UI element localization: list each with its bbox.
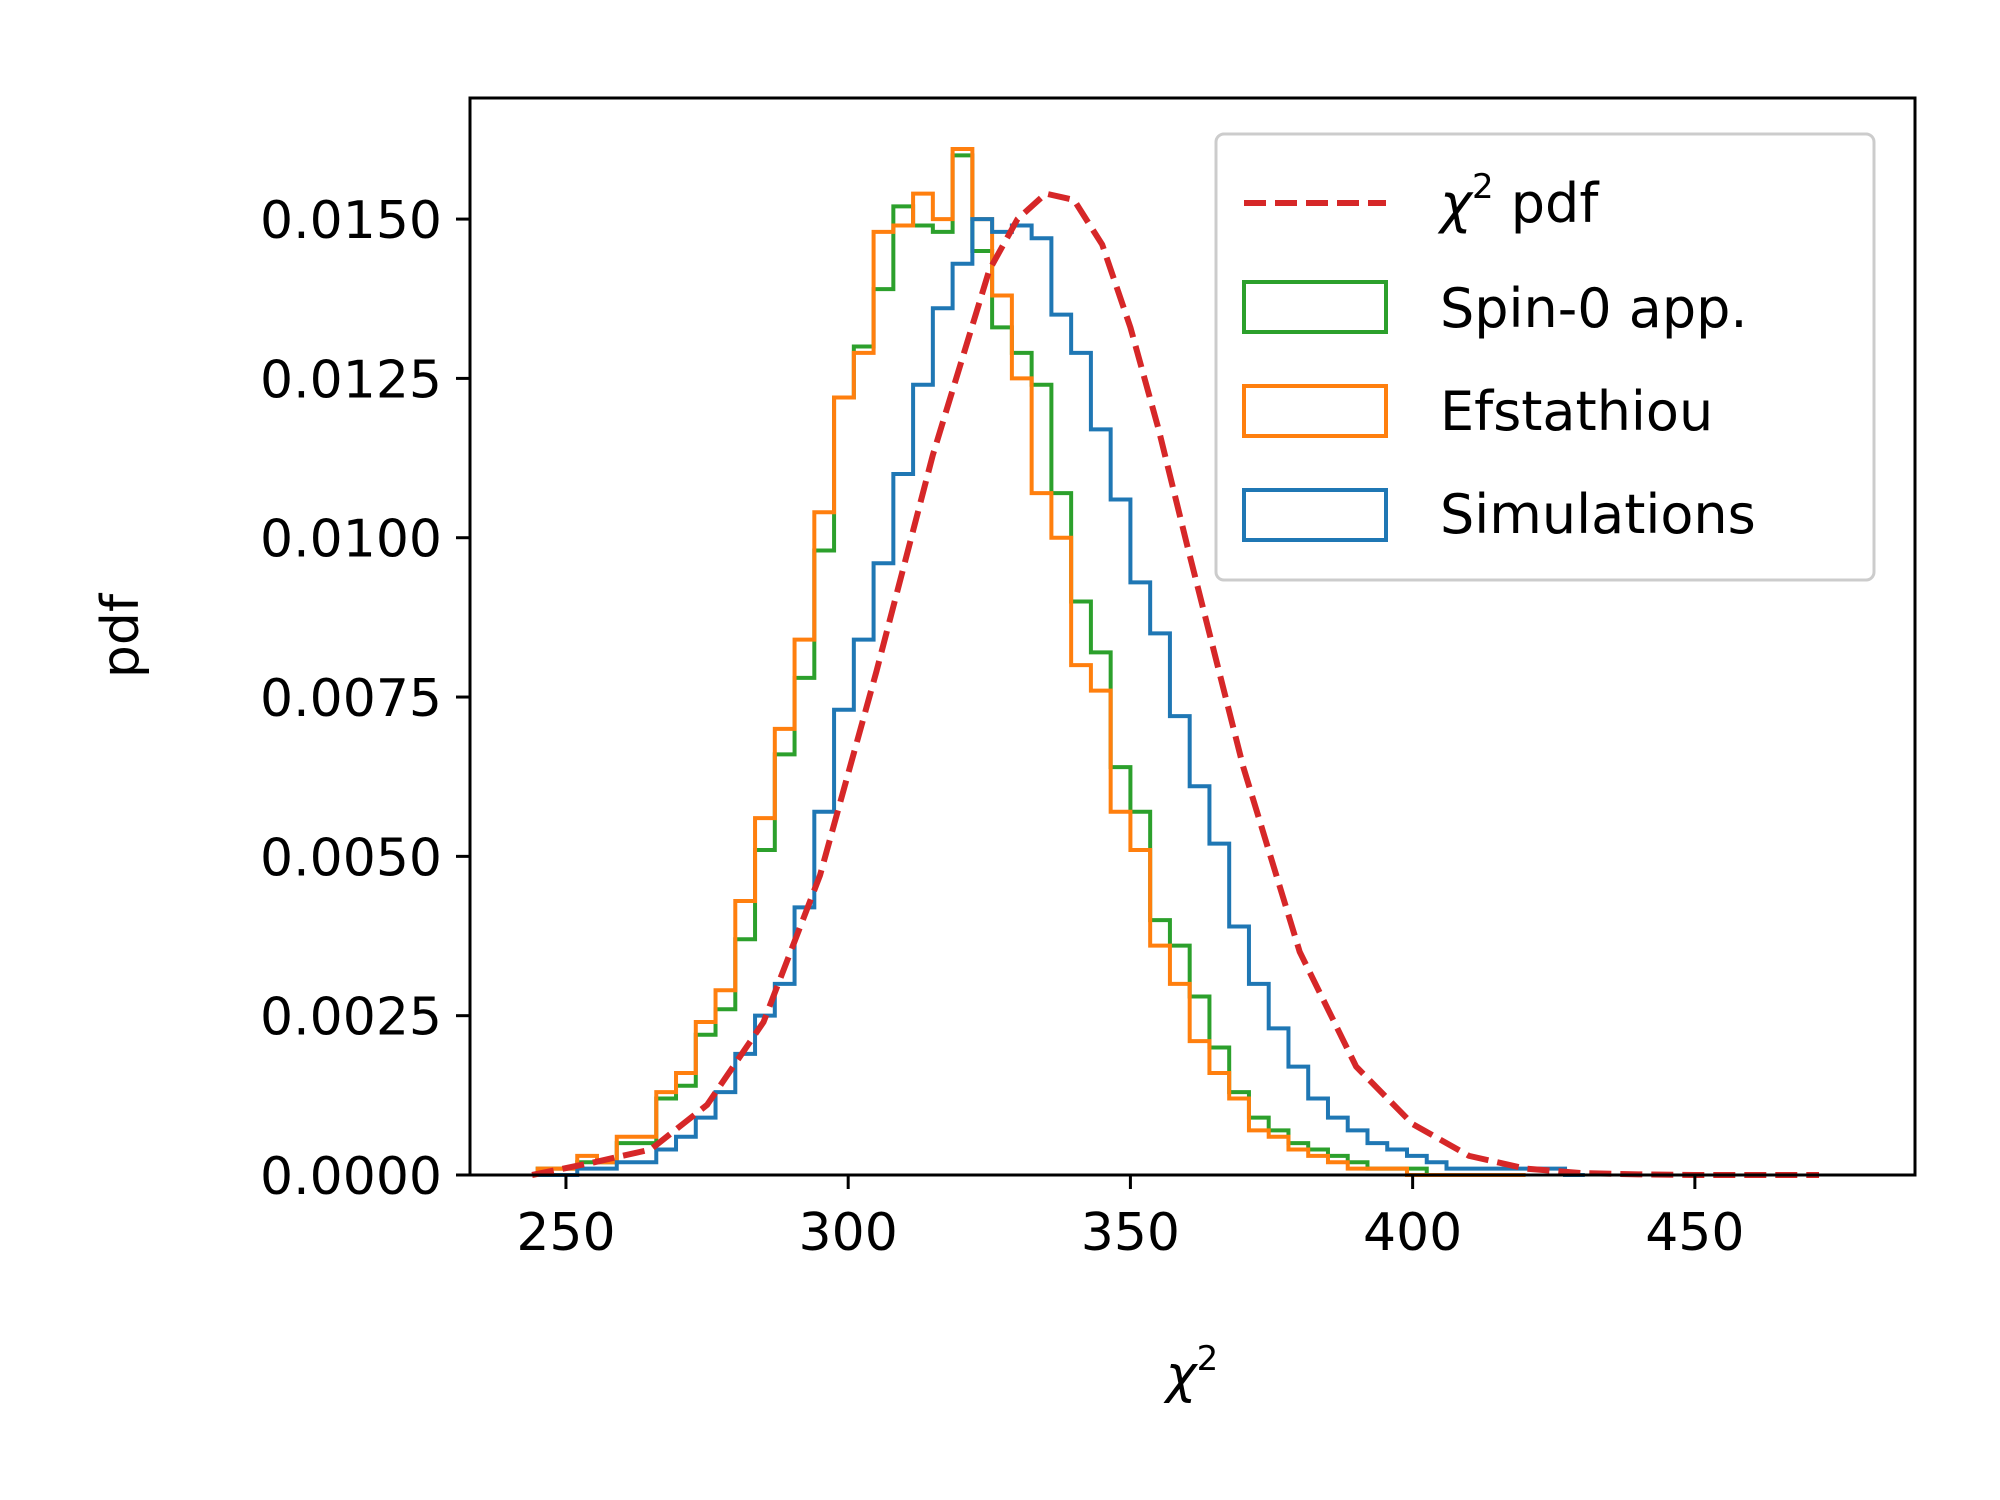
chi2-pdf-curve [531, 190, 1820, 1178]
legend-label-chi2-sup: 2 [1472, 167, 1494, 207]
legend-label-chi2: χ2 pdf [1437, 167, 1600, 235]
y-axis: 0.0000 0.0025 0.0050 0.0075 0.0100 0.0125 0.01… [260, 191, 470, 1207]
legend-key-efstathiou [1242, 384, 1388, 438]
x-axis-label: χ2 [1163, 1339, 1218, 1405]
x-axis-label-sup: 2 [1197, 1339, 1219, 1379]
legend-key-sims [1242, 488, 1388, 542]
y-tick-label: 0.0000 [260, 1147, 442, 1207]
y-tick-label: 0.0075 [260, 669, 442, 729]
legend-label-spin0: Spin-0 app. [1440, 277, 1748, 340]
y-tick-label: 0.0150 [260, 191, 442, 251]
x-tick-label: 400 [1363, 1203, 1462, 1263]
legend: χ2 pdf Spin-0 app. Efstathiou Simulation… [1214, 132, 1876, 582]
y-tick-label: 0.0050 [260, 828, 442, 888]
legend-key-spin0 [1242, 280, 1388, 334]
y-tick-label: 0.0100 [260, 510, 442, 570]
legend-label-sims: Simulations [1440, 483, 1756, 546]
x-tick-label: 250 [516, 1203, 615, 1263]
histogram-sims [537, 217, 1585, 1177]
y-tick-label: 0.0125 [260, 350, 442, 410]
plot-frame [468, 96, 1917, 1177]
x-axis: 250 300 350 400 450 [516, 1175, 1744, 1263]
x-tick-label: 450 [1645, 1203, 1744, 1263]
legend-frame [1214, 132, 1876, 582]
x-tick-label: 300 [799, 1203, 898, 1263]
x-tick-label: 350 [1081, 1203, 1180, 1263]
x-axis-label-base: χ [1163, 1345, 1199, 1405]
legend-label-efstathiou: Efstathiou [1440, 380, 1713, 443]
y-axis-label: pdf [91, 592, 151, 678]
legend-label-chi2-suffix: pdf [1494, 172, 1601, 235]
y-tick-label: 0.0025 [260, 988, 442, 1048]
histogram-efstathiou [535, 146, 1526, 1177]
series-layer [531, 146, 1820, 1178]
legend-label-chi2-base: χ [1437, 172, 1474, 235]
